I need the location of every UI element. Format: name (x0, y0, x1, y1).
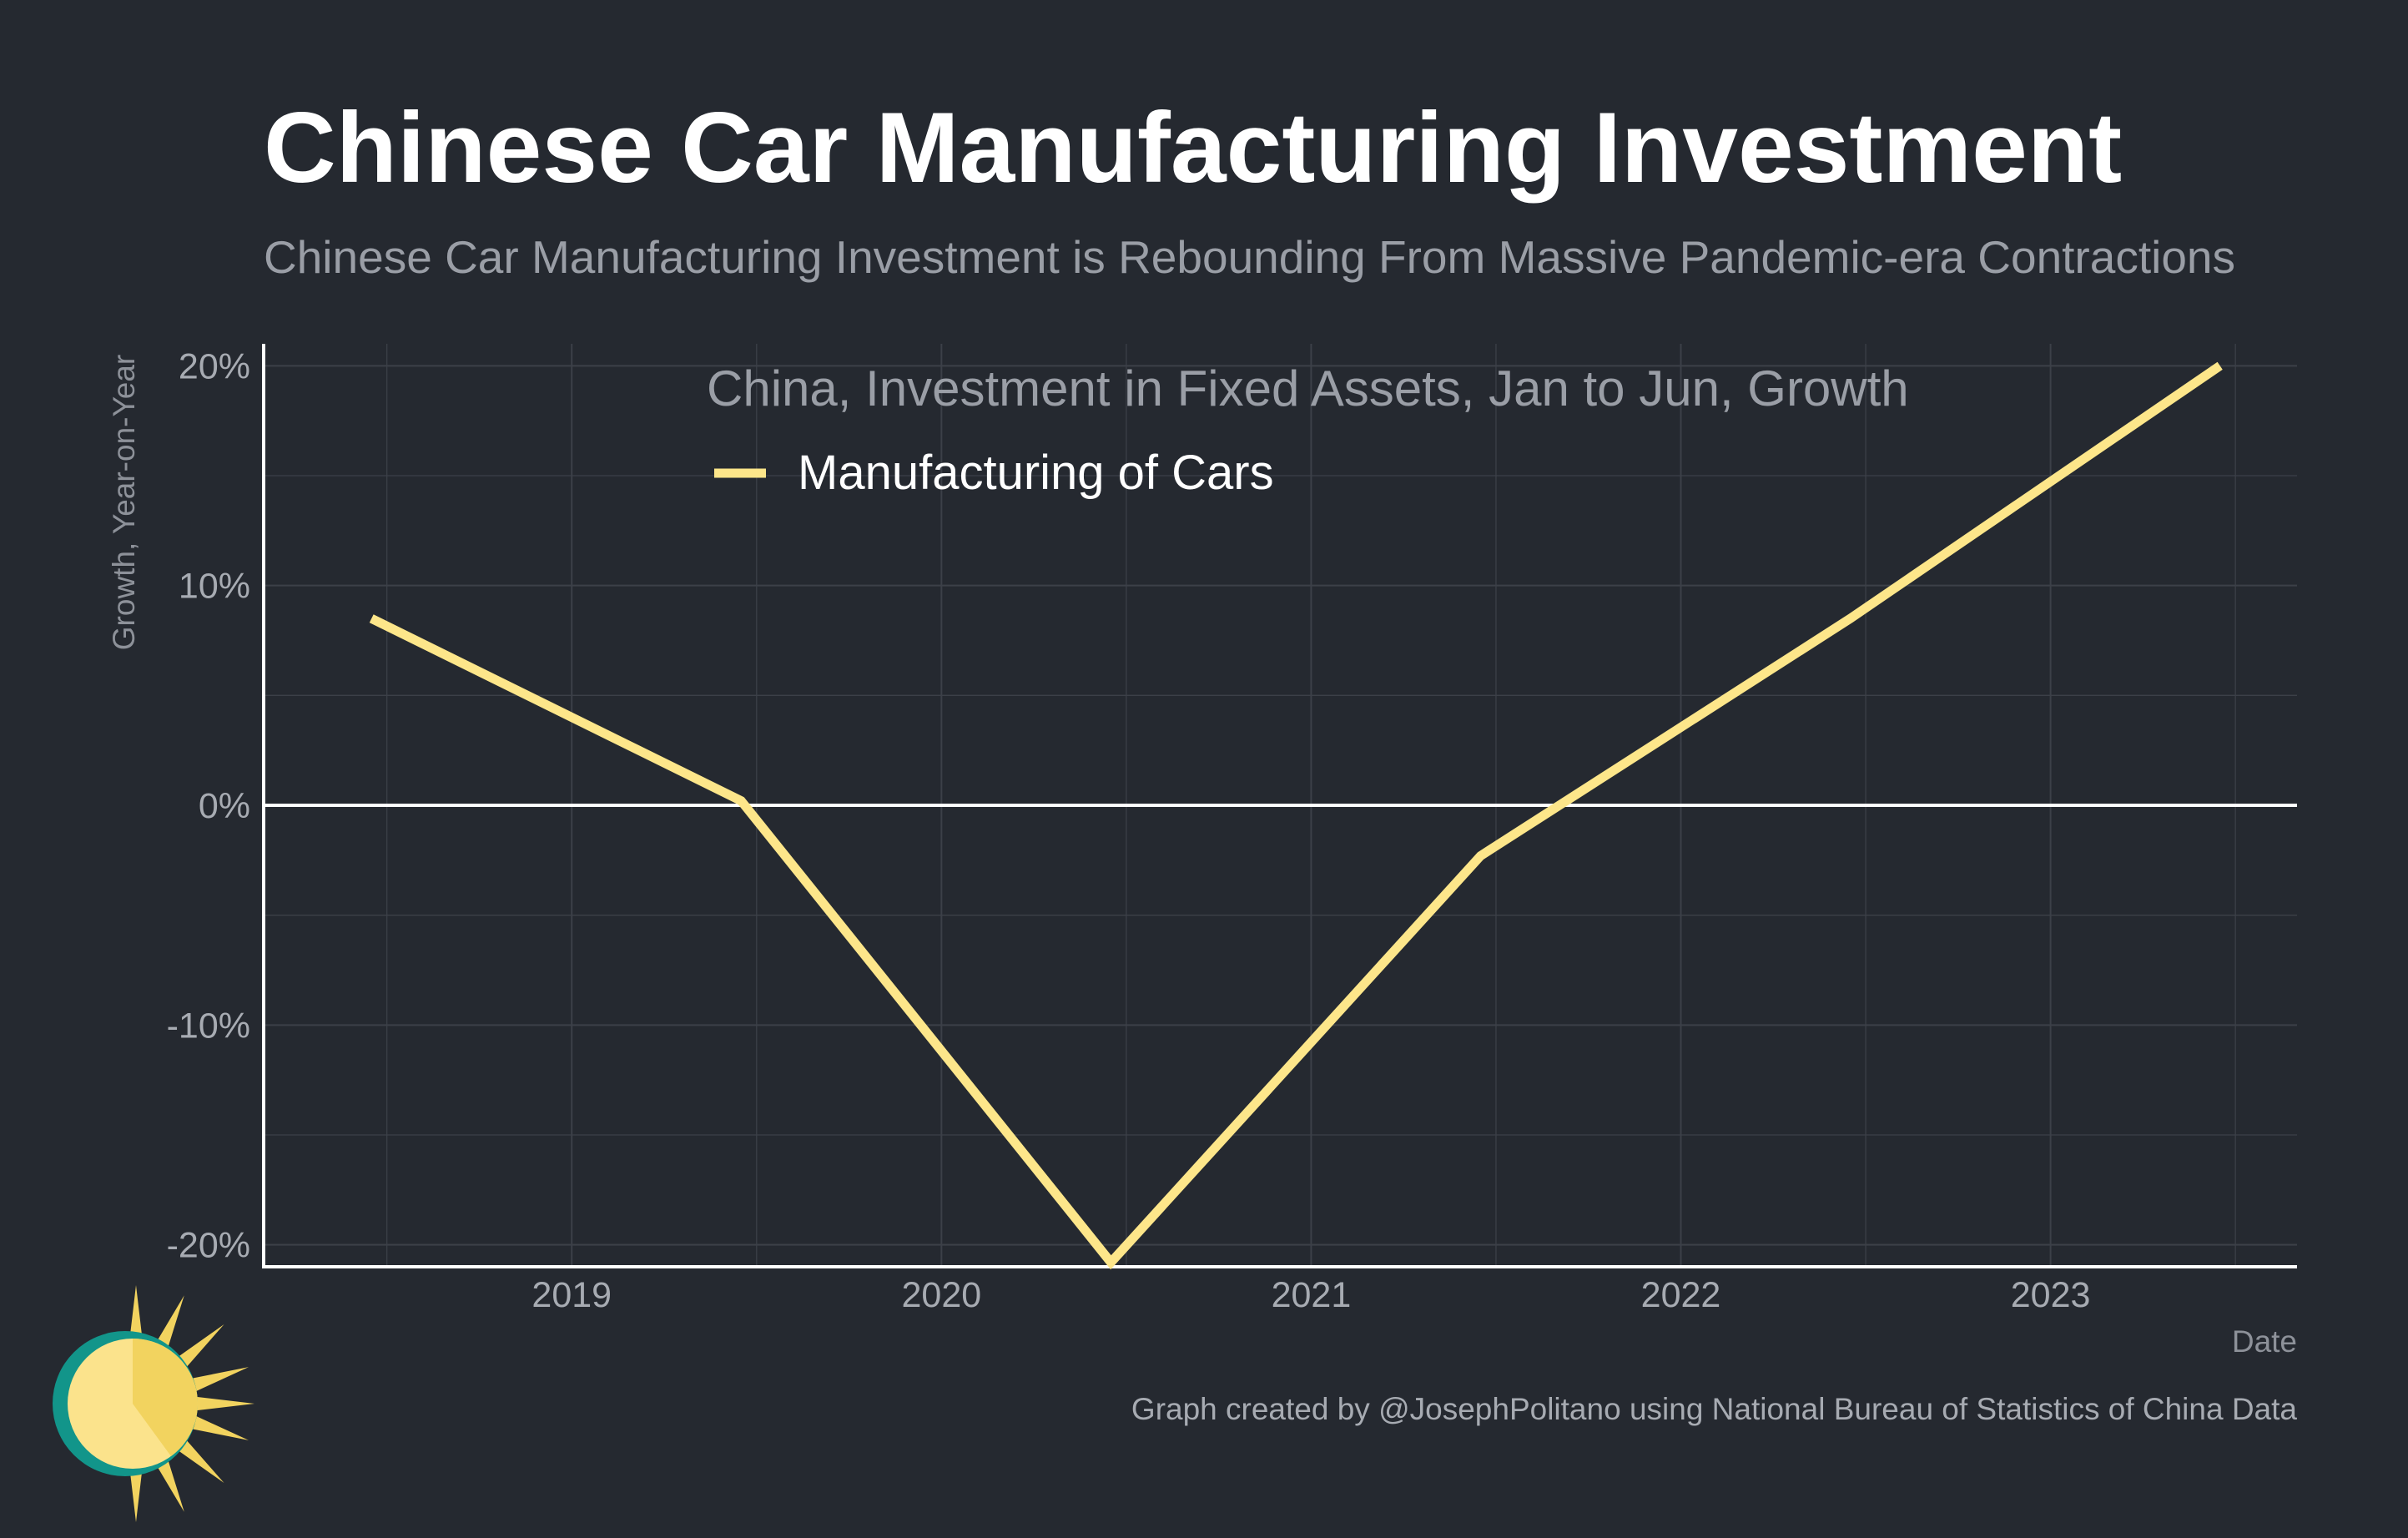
y-tick-label: 20% (179, 346, 250, 386)
legend-label: Manufacturing of Cars (798, 446, 1274, 500)
x-tick-label: 2021 (1272, 1275, 1352, 1315)
legend: China, Investment in Fixed Assets, Jan t… (707, 361, 1909, 500)
legend-title: China, Investment in Fixed Assets, Jan t… (707, 361, 1909, 416)
y-axis-title: Growth, Year-on-Year (107, 355, 141, 650)
y-tick-label: 0% (199, 786, 250, 826)
y-tick-label: -10% (167, 1006, 250, 1046)
sun-logo-icon (53, 1285, 254, 1522)
y-tick-label: -20% (167, 1226, 250, 1266)
caption: Graph created by @JosephPolitano using N… (1131, 1392, 2297, 1426)
x-tick-label: 2022 (1641, 1275, 1721, 1315)
series (369, 361, 2223, 1270)
x-tick-label: 2019 (531, 1275, 612, 1315)
chart-subtitle: Chinese Car Manufacturing Investment is … (264, 231, 2235, 283)
x-tick-label: 2020 (901, 1275, 981, 1315)
x-tick-label: 2023 (2011, 1275, 2091, 1315)
y-tick-label: 10% (179, 567, 250, 607)
x-axis-title: Date (2232, 1324, 2297, 1359)
axes (262, 344, 2297, 1268)
y-axis-ticks: 20% 10% 0% -10% -20% (167, 346, 250, 1265)
chart-title: Chinese Car Manufacturing Investment (264, 92, 2122, 204)
x-axis-ticks: 2019 2020 2021 2022 2023 (531, 1275, 2090, 1315)
series-line (369, 361, 2223, 1270)
